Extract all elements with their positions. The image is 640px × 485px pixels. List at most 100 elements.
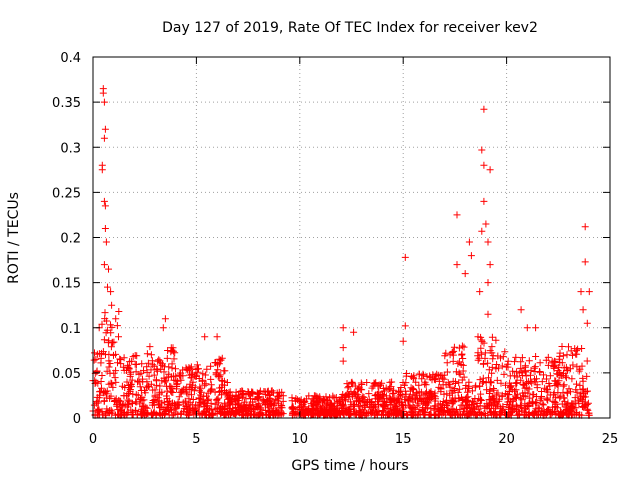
data-point [495,395,503,403]
data-point [255,400,263,408]
data-point [145,372,153,380]
data-point [98,349,105,357]
data-point [528,379,536,387]
data-point [513,390,521,398]
data-point [355,385,362,393]
data-point [459,355,467,362]
data-point [295,397,303,405]
data-point [412,378,420,386]
data-point [120,366,128,374]
data-point [99,89,107,97]
data-point [187,374,195,382]
data-point [158,361,166,369]
data-point [555,377,563,385]
data-point [450,343,458,351]
data-point [218,377,226,385]
data-point [149,397,157,404]
data-point [207,399,215,407]
data-point [554,367,562,375]
data-point [138,360,146,368]
data-point [129,390,137,398]
data-point [404,395,412,403]
data-point [504,357,512,365]
data-point [168,360,176,368]
data-point [177,409,185,417]
data-point [471,383,479,391]
data-point [217,404,224,412]
data-point [290,407,298,415]
data-point [569,361,577,369]
data-point [486,261,494,269]
data-point [488,333,496,341]
data-point [127,381,134,389]
data-point [101,225,109,232]
data-point [488,343,496,351]
data-point [478,338,486,346]
data-point [181,397,189,405]
data-point [107,321,114,329]
data-point [232,388,240,396]
data-point [365,396,373,404]
data-point [526,394,534,402]
data-point [319,399,326,407]
data-point [171,349,179,357]
data-point [195,403,203,411]
data-point [452,378,459,386]
data-point [90,356,98,364]
data-point [456,370,464,378]
data-point [379,385,387,392]
data-point [114,359,121,367]
data-point [288,397,296,405]
x-tick-label: 15 [395,432,412,447]
data-point [483,403,491,411]
data-point [92,378,100,386]
data-point [507,383,514,391]
data-point [105,350,113,358]
x-tick-label: 20 [498,432,515,447]
data-point [442,381,450,389]
data-point [562,406,570,414]
data-point [577,288,585,296]
data-point [146,343,154,351]
data-point [560,381,568,389]
data-point [103,405,111,413]
data-point [500,370,508,378]
data-point [339,344,347,352]
data-point [443,368,451,376]
data-point [537,394,545,402]
data-point [543,375,550,383]
data-point [94,407,102,415]
data-point [420,371,427,379]
data-point [498,362,506,370]
data-point [239,405,247,413]
data-point [250,405,258,413]
data-point [443,401,451,409]
data-point [194,401,202,409]
data-point [218,377,226,384]
data-point [117,360,125,368]
data-point [224,410,232,418]
data-point [486,396,494,404]
data-point [144,382,152,390]
data-point [428,376,436,384]
data-point [406,387,414,395]
data-point [501,348,509,356]
data-point [479,378,487,385]
data-point [416,394,424,402]
data-point [339,357,347,365]
data-point [163,354,171,362]
data-point [460,373,468,381]
data-point [347,398,355,406]
data-point [377,381,384,389]
data-point [517,402,525,410]
data-point [458,351,466,359]
data-point [461,270,469,278]
data-point [223,379,231,386]
data-point [265,391,273,399]
data-point [581,258,589,266]
data-point [576,381,584,389]
data-point [278,402,286,410]
data-point [415,388,423,396]
data-point [213,396,221,404]
data-point [232,396,240,404]
